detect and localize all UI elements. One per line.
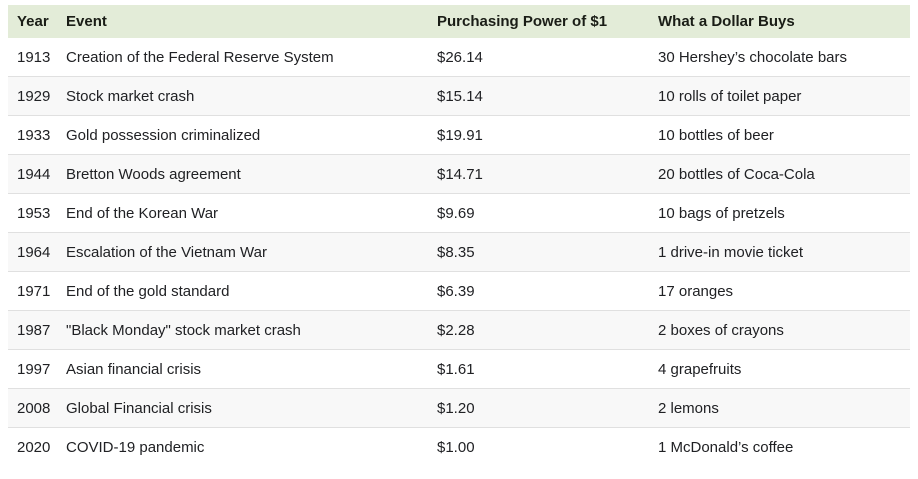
what-a-dollar-buys-cell: 10 bags of pretzels xyxy=(658,193,910,233)
what-a-dollar-buys-cell: 17 oranges xyxy=(658,271,910,311)
event-cell: Global Financial crisis xyxy=(66,388,437,428)
header-row: Year Event Purchasing Power of $1 What a… xyxy=(8,5,910,38)
table-row: 1933 Gold possession criminalized $19.91 10… xyxy=(8,115,910,155)
column-header-purchasing-power: Purchasing Power of $1 xyxy=(437,5,658,38)
year-cell: 1929 xyxy=(8,76,66,116)
table-row: 1997 Asian financial crisis $1.61 4 grapefr… xyxy=(8,349,910,389)
event-cell: Gold possession criminalized xyxy=(66,115,437,155)
purchasing-power-cell: $26.14 xyxy=(437,48,483,66)
table-row: 1987 "Black Monday" stock market crash $2.… xyxy=(8,310,910,350)
event-cell: End of the gold standard xyxy=(66,271,437,311)
event-cell: Asian financial crisis xyxy=(66,349,437,389)
purchasing-power-cell: $9.69 xyxy=(437,193,658,233)
purchasing-power-table: Year Event Purchasing Power of $1 What a… xyxy=(8,5,910,466)
column-header-event: Event xyxy=(66,5,437,38)
event-cell: Bretton Woods agreement xyxy=(66,154,437,194)
event-cell: "Black Monday" stock market crash xyxy=(66,310,437,350)
year-cell: 1964 xyxy=(8,232,66,272)
year-cell: 2008 xyxy=(8,388,66,428)
year-cell: 1953 xyxy=(8,193,66,233)
table-row: 1929 Stock market crash $15.14 10 rolls of … xyxy=(8,76,910,116)
event-cell: Creation of the Federal Reserve System xyxy=(66,48,334,66)
what-a-dollar-buys-cell: 1 McDonald’s coffee xyxy=(658,427,910,466)
purchasing-power-cell: $8.35 xyxy=(437,232,658,272)
year-cell: 1987 xyxy=(8,310,66,350)
purchasing-power-cell: $1.00 xyxy=(437,427,658,466)
what-a-dollar-buys-cell: 20 bottles of Coca-Cola xyxy=(658,154,910,194)
column-header-year: Year xyxy=(8,5,66,38)
year-cell: 2020 xyxy=(8,427,66,466)
what-a-dollar-buys-cell: 2 boxes of crayons xyxy=(658,310,910,350)
table-header: Year Event Purchasing Power of $1 What a… xyxy=(8,5,910,38)
table-row: 1913 Creation of the Federal Reserve Syst… xyxy=(8,38,910,77)
table-row: 1964 Escalation of the Vietnam War $8.35 1 … xyxy=(8,232,910,272)
year-cell: 1933 xyxy=(8,115,66,155)
purchasing-power-cell: $6.39 xyxy=(437,271,658,311)
year-cell: 1913 xyxy=(17,48,51,66)
year-cell: 1997 xyxy=(8,349,66,389)
purchasing-power-cell: $1.61 xyxy=(437,349,658,389)
table-row: 2008 Global Financial crisis $1.20 2 lemons xyxy=(8,388,910,428)
table-body: 1913 Creation of the Federal Reserve Syst… xyxy=(8,38,910,466)
purchasing-power-cell: $19.91 xyxy=(437,115,658,155)
what-a-dollar-buys-cell: 4 grapefruits xyxy=(658,349,910,389)
purchasing-power-cell: $15.14 xyxy=(437,76,658,116)
what-a-dollar-buys-cell: 10 bottles of beer xyxy=(658,115,910,155)
event-cell: Stock market crash xyxy=(66,76,437,116)
event-cell: COVID-19 pandemic xyxy=(66,427,437,466)
what-a-dollar-buys-cell: 30 Hershey’s chocolate bars xyxy=(658,48,847,66)
column-header-what-a-dollar-buys: What a Dollar Buys xyxy=(658,5,910,38)
what-a-dollar-buys-cell: 10 rolls of toilet paper xyxy=(658,76,910,116)
table-row: 2020 COVID-19 pandemic $1.00 1 McDonald’s c… xyxy=(8,427,910,466)
table-container: Year Event Purchasing Power of $1 What a… xyxy=(8,5,910,466)
year-cell: 1971 xyxy=(8,271,66,311)
table-row: 1944 Bretton Woods agreement $14.71 20 bott… xyxy=(8,154,910,194)
what-a-dollar-buys-cell: 1 drive-in movie ticket xyxy=(658,232,910,272)
event-cell: Escalation of the Vietnam War xyxy=(66,232,437,272)
year-cell: 1944 xyxy=(8,154,66,194)
purchasing-power-cell: $14.71 xyxy=(437,154,658,194)
table-row: 1953 End of the Korean War $9.69 10 bags of… xyxy=(8,193,910,233)
table-row: 1971 End of the gold standard $6.39 17 oran… xyxy=(8,271,910,311)
what-a-dollar-buys-cell: 2 lemons xyxy=(658,388,910,428)
purchasing-power-cell: $2.28 xyxy=(437,310,658,350)
purchasing-power-cell: $1.20 xyxy=(437,388,658,428)
event-cell: End of the Korean War xyxy=(66,193,437,233)
